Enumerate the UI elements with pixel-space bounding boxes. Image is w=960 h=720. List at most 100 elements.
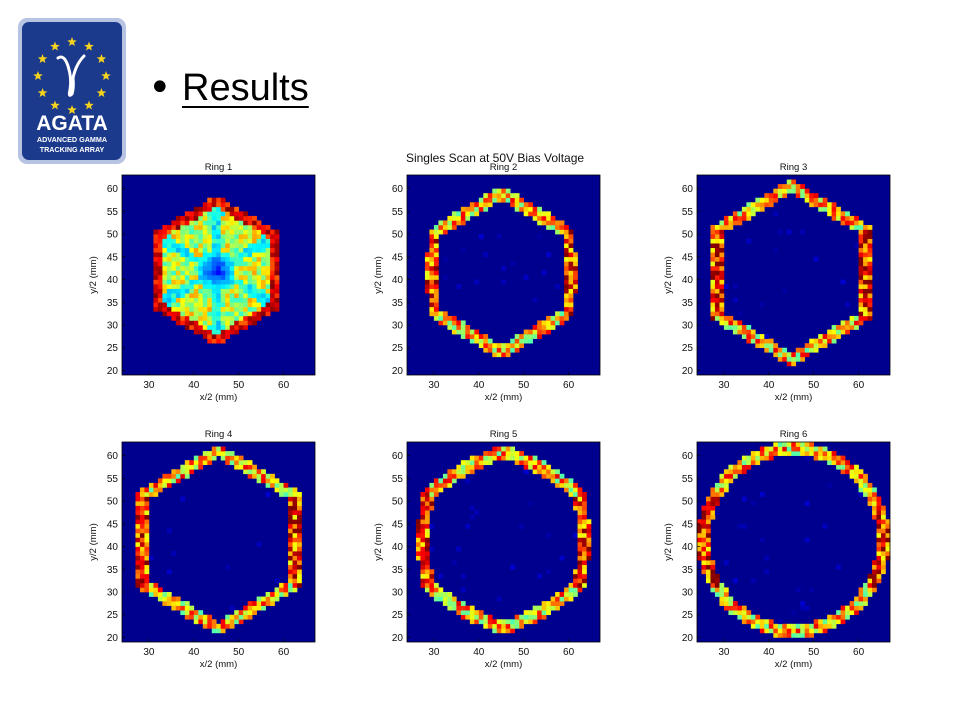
heatmap-cell xyxy=(582,501,587,506)
x-tick-label: 30 xyxy=(428,380,440,391)
heatmap-cell xyxy=(528,206,533,212)
y-tick-label: 50 xyxy=(392,230,404,241)
heatmap-cell xyxy=(840,329,846,335)
heatmap-cell xyxy=(755,202,761,208)
heatmap-cell xyxy=(492,623,498,629)
heatmap-cell xyxy=(438,320,444,326)
heatmap-cell xyxy=(568,243,574,249)
heatmap-cell xyxy=(469,202,475,208)
heatmap-cell xyxy=(424,582,430,588)
heatmap-cell xyxy=(252,320,257,326)
heatmap-cell xyxy=(202,293,208,299)
heatmap-cell xyxy=(162,275,168,280)
heatmap-cell xyxy=(220,202,226,208)
heatmap-cell xyxy=(229,206,235,212)
heatmap-cell xyxy=(288,523,293,529)
heatmap-cell xyxy=(577,542,583,547)
heatmap-cell xyxy=(238,288,244,294)
heatmap-cell xyxy=(135,551,141,556)
heatmap-cell xyxy=(288,514,293,520)
heatmap-cell xyxy=(297,560,302,566)
heatmap-cell xyxy=(139,492,145,497)
heatmap-cell xyxy=(714,311,720,317)
heatmap-cell xyxy=(465,206,471,212)
heatmap-cell xyxy=(849,215,855,221)
heatmap-cell xyxy=(863,601,868,606)
heatmap-cell xyxy=(804,347,810,353)
heatmap-cell xyxy=(764,193,770,199)
heatmap-cell xyxy=(492,347,498,353)
heatmap-cell xyxy=(746,325,752,330)
heatmap-cell xyxy=(189,261,195,267)
heatmap-cell xyxy=(247,288,253,294)
heatmap-cell xyxy=(840,455,846,461)
heatmap-cell xyxy=(220,284,226,289)
heatmap-cell xyxy=(791,188,797,194)
heatmap-cell xyxy=(256,284,262,289)
heatmap-cell xyxy=(279,592,284,597)
heatmap-cell xyxy=(175,601,181,606)
heatmap-cell xyxy=(292,492,298,497)
heatmap-cell xyxy=(216,256,222,262)
heatmap-cell xyxy=(252,220,257,226)
heatmap-cell xyxy=(456,329,462,335)
heatmap-cell xyxy=(514,197,520,203)
heatmap-cell xyxy=(710,234,716,239)
heatmap-cell xyxy=(714,252,720,258)
y-tick-label: 55 xyxy=(682,207,694,218)
heatmap-cell xyxy=(537,329,542,335)
heatmap-cell xyxy=(148,592,154,597)
logo-star xyxy=(37,88,48,98)
heatmap-cell xyxy=(492,451,498,456)
heatmap-cell xyxy=(822,338,828,344)
heatmap-cell xyxy=(460,601,466,606)
heatmap-cell xyxy=(501,188,507,194)
heatmap-cell xyxy=(144,510,150,516)
heatmap-cell xyxy=(505,352,511,358)
heatmap-cell xyxy=(872,582,877,588)
y-tick-label: 40 xyxy=(107,542,119,553)
heatmap-cell xyxy=(297,496,302,502)
heatmap-cell xyxy=(234,302,239,308)
heatmap-cell xyxy=(424,560,430,566)
heatmap-cell xyxy=(243,225,248,230)
heatmap-cell xyxy=(225,460,231,466)
heatmap-cell xyxy=(292,587,298,593)
heatmap-cell xyxy=(881,537,886,543)
heatmap-cell xyxy=(243,610,248,616)
heatmap-cell xyxy=(469,455,475,461)
heatmap-cell xyxy=(840,211,846,217)
heatmap-cell xyxy=(234,455,239,461)
heatmap-cell xyxy=(732,329,738,335)
panel-title: Ring 6 xyxy=(780,429,807,440)
heatmap-cell xyxy=(867,225,873,230)
heatmap-cell xyxy=(429,256,435,262)
heatmap-cell xyxy=(256,225,262,230)
heatmap-cell xyxy=(202,623,208,629)
heatmap-cell xyxy=(198,306,204,312)
heatmap-cell xyxy=(800,352,806,358)
heatmap-cell xyxy=(220,306,226,312)
heatmap-cell xyxy=(791,451,797,456)
heatmap-cell xyxy=(505,188,511,194)
panel-title: Ring 5 xyxy=(490,429,517,440)
heatmap-cell xyxy=(559,473,565,479)
heatmap-cell xyxy=(415,523,421,529)
logo-star xyxy=(67,105,77,115)
heatmap-cell xyxy=(265,306,271,312)
heatmap-cell xyxy=(247,279,253,285)
heatmap-cell xyxy=(202,211,208,217)
heatmap-cell xyxy=(818,451,823,456)
heatmap-cell xyxy=(858,238,864,244)
heatmap-cell xyxy=(487,619,493,625)
heatmap-cell xyxy=(487,343,493,349)
heatmap-cell xyxy=(157,478,163,484)
heatmap-cell xyxy=(537,610,542,616)
heatmap-cell xyxy=(451,329,457,335)
heatmap-cell xyxy=(420,542,426,547)
heatmap-cell xyxy=(710,252,716,258)
heatmap-cell xyxy=(496,197,502,203)
heatmap-cell xyxy=(840,325,846,330)
heatmap-cell xyxy=(225,234,231,239)
heatmap-cell xyxy=(184,469,190,475)
